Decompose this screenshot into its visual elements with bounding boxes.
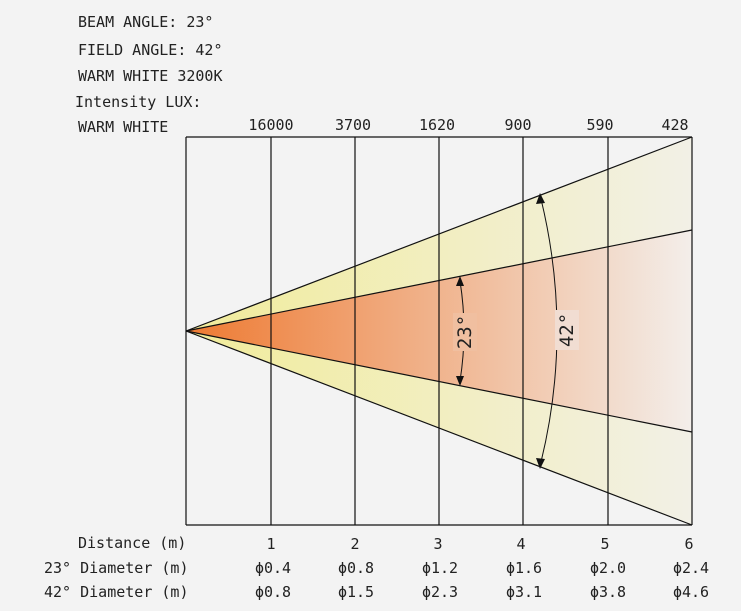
diameter-23-label: 23° Diameter (m) (44, 559, 189, 577)
beam-edge-bottom (185, 330, 693, 433)
color-temp-text: WARM WHITE 3200K (78, 67, 223, 85)
beam-angle-text: BEAM ANGLE: 23° (78, 13, 213, 31)
diameter-23-value: ϕ0.4 (255, 559, 291, 577)
distance-value: 2 (350, 535, 359, 553)
field-arrow-bottom (536, 458, 545, 469)
header: BEAM ANGLE: 23° FIELD ANGLE: 42° WARM WH… (75, 13, 223, 136)
field-edge-top (185, 136, 693, 332)
distance-values: 1 2 3 4 5 6 (266, 535, 693, 553)
field-arrow-top (536, 193, 545, 204)
diameter-42-value: ϕ2.3 (422, 583, 458, 601)
lux-value: 1620 (419, 116, 455, 134)
field-angle-label: 42° (556, 313, 578, 347)
distance-value: 6 (684, 535, 693, 553)
diameter-23-value: ϕ2.0 (590, 559, 626, 577)
diameter-42-value: ϕ0.8 (255, 583, 291, 601)
intensity-label: Intensity LUX: (75, 93, 201, 111)
field-edge-bottom (185, 330, 693, 526)
lux-value: 428 (661, 116, 688, 134)
diameter-23-value: ϕ2.4 (673, 559, 709, 577)
row-label: WARM WHITE (78, 118, 168, 136)
arrowheads (456, 193, 545, 469)
distance-table: Distance (m) 23° Diameter (m) 42° Diamet… (44, 534, 189, 601)
diameter-42-value: ϕ1.5 (338, 583, 374, 601)
lux-row: 16000 3700 1620 900 590 428 (248, 116, 688, 134)
distance-value: 3 (433, 535, 442, 553)
lux-value: 590 (586, 116, 613, 134)
beam-arrow-bottom (456, 376, 464, 386)
diameter-23-values: ϕ0.4 ϕ0.8 ϕ1.2 ϕ1.6 ϕ2.0 ϕ2.4 (255, 559, 709, 577)
diameter-23-value: ϕ1.2 (422, 559, 458, 577)
distance-value: 1 (266, 535, 275, 553)
beam-edge-top (185, 229, 693, 332)
lux-value: 900 (504, 116, 531, 134)
distance-value: 4 (516, 535, 525, 553)
field-label-bg (555, 310, 579, 350)
diameter-42-value: ϕ3.8 (590, 583, 626, 601)
distance-label: Distance (m) (78, 534, 186, 552)
distance-value: 5 (600, 535, 609, 553)
beam-arrow-top (456, 276, 464, 286)
diameter-42-value: ϕ4.6 (673, 583, 709, 601)
diameter-23-value: ϕ0.8 (338, 559, 374, 577)
lux-value: 16000 (248, 116, 293, 134)
lux-value: 3700 (335, 116, 371, 134)
diameter-42-label: 42° Diameter (m) (44, 583, 189, 601)
beam-label-bg (453, 313, 477, 351)
cone-edges (185, 136, 693, 526)
beam-angle-label: 23° (454, 315, 476, 349)
diameter-42-values: ϕ0.8 ϕ1.5 ϕ2.3 ϕ3.1 ϕ3.8 ϕ4.6 (255, 583, 709, 601)
diameter-42-value: ϕ3.1 (506, 583, 542, 601)
diameter-23-value: ϕ1.6 (506, 559, 542, 577)
field-angle-text: FIELD ANGLE: 42° (78, 41, 223, 59)
